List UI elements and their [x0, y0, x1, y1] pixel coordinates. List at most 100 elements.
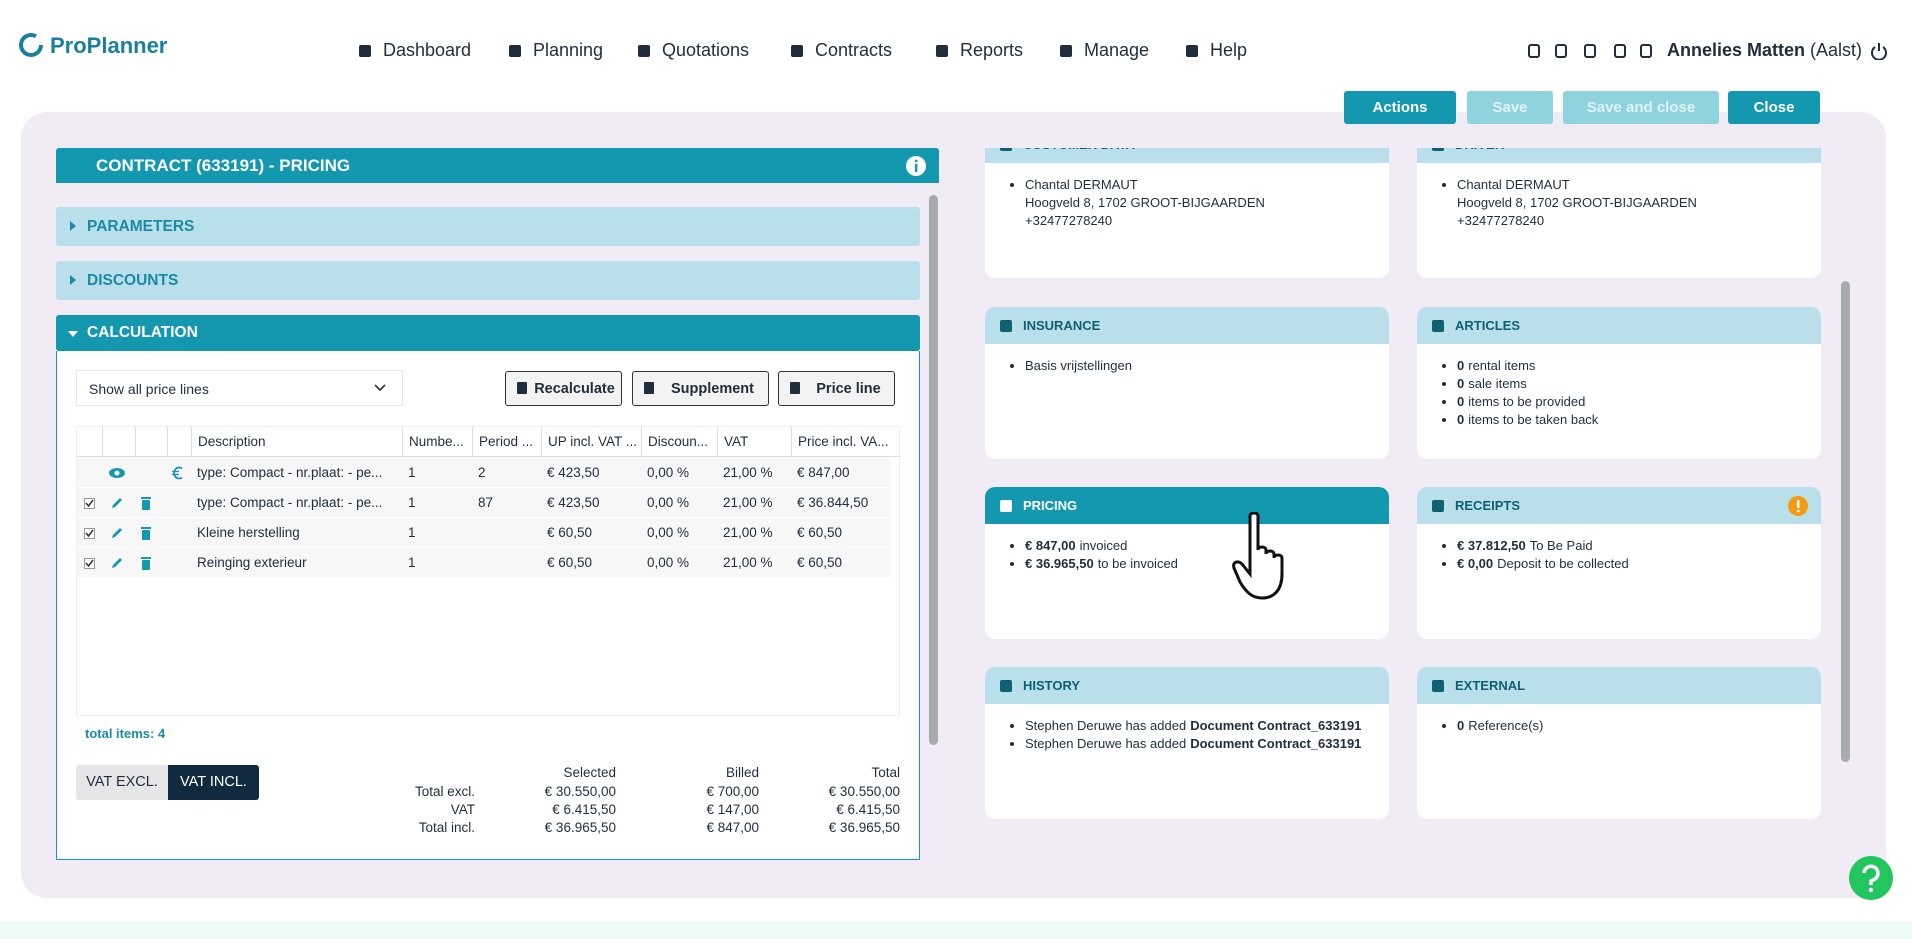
card-title[interactable]: DRIVER — [1455, 148, 1504, 152]
totals-value: € 6.415,50 — [552, 802, 616, 817]
table-row[interactable]: type: Compact - nr.plaat: - pe... 1 87 € 42… — [77, 488, 891, 518]
table-cell: € 423,50 — [547, 465, 600, 480]
calc-button[interactable]: Supplement — [632, 371, 769, 406]
table-cell: 0,00 % — [647, 495, 690, 510]
nav-icon — [1186, 45, 1198, 57]
toolbar-button[interactable]: Actions — [1344, 91, 1456, 124]
calc-button[interactable]: Price line — [778, 371, 895, 406]
logo[interactable]: ProPlanner — [50, 33, 168, 58]
edit-icon — [112, 498, 122, 508]
totals-header: Total — [871, 765, 900, 780]
table-cell: 21,00 % — [723, 465, 773, 480]
card-text: Stephen Deruwe has added — [1025, 718, 1187, 733]
column-header[interactable]: Numbe... — [402, 427, 472, 457]
totals-label: Total incl. — [418, 820, 475, 835]
column-header[interactable]: Price incl. VA... — [791, 427, 901, 457]
section-header[interactable]: PARAMETERS — [56, 207, 920, 246]
nav-item[interactable]: Reports — [960, 40, 1024, 60]
totals-value: € 30.550,00 — [828, 784, 900, 799]
chevron — [374, 384, 386, 392]
toolbar-button: Save and close — [1563, 91, 1719, 124]
card-title[interactable]: HISTORY — [1023, 678, 1081, 693]
right-scrollbar — [1841, 281, 1850, 762]
card-strong: 0 — [1457, 412, 1465, 427]
totals-value: € 700,00 — [706, 784, 759, 799]
card: CUSTOMER DATA Chantal DERMAUT Hoogveld 8, … — [985, 148, 1389, 278]
button-icon — [644, 382, 654, 394]
nav-item[interactable]: Quotations — [662, 40, 750, 60]
table-row[interactable]: Reinging exterieur 1 € 60,50 0,00 % 21,00 % €… — [77, 548, 891, 578]
toolbar-button[interactable]: Close — [1728, 91, 1820, 124]
nav-item[interactable]: Contracts — [815, 40, 893, 60]
table-cell — [472, 548, 541, 578]
filter-select[interactable]: Show all price lines — [76, 370, 403, 406]
nav-item[interactable]: Help — [1210, 40, 1248, 60]
card-strong: Document Contract_633191 — [1190, 718, 1362, 733]
table-row[interactable]: Kleine herstelling 1 € 60,50 0,00 % 21,00 % €… — [77, 518, 891, 548]
table-cell: 21,00 % — [723, 525, 773, 540]
card-line: Chantal DERMAUT — [1025, 177, 1138, 192]
totals-value: € 30.550,00 — [544, 784, 616, 799]
column-header[interactable]: VAT — [717, 427, 791, 457]
card-strong: € 37.812,50 — [1457, 538, 1526, 553]
table-cell: € 60,50 — [547, 525, 593, 540]
card-text: to be invoiced — [1097, 556, 1178, 571]
card-icon — [1432, 148, 1444, 151]
card-header: EXTERNAL — [1417, 667, 1821, 704]
card-title[interactable]: EXTERNAL — [1455, 678, 1526, 693]
column-header[interactable]: Description — [191, 427, 402, 457]
table-row[interactable]: type: Compact - nr.plaat: - pe... 1 2 € 423… — [77, 458, 891, 488]
card-strong: 0 — [1457, 718, 1465, 733]
card-icon — [1000, 148, 1012, 151]
section-header[interactable]: CALCULATION — [56, 315, 920, 351]
column-header[interactable]: UP incl. VAT ... — [541, 427, 641, 457]
nav-item[interactable]: Planning — [533, 40, 604, 60]
card-title[interactable]: ARTICLES — [1455, 318, 1520, 333]
nav-icon — [791, 45, 803, 57]
column-header[interactable]: Discoun... — [641, 427, 717, 457]
table-cell: Reinging exterieur — [197, 555, 307, 570]
nav-item[interactable]: Dashboard — [383, 40, 472, 60]
column-header[interactable]: Period ... — [472, 427, 541, 457]
header-icon — [1528, 44, 1540, 58]
warning-icon — [1788, 496, 1808, 516]
button-icon — [790, 382, 800, 394]
card-text: items to be taken back — [1468, 412, 1599, 427]
checkbox — [84, 528, 95, 539]
card-icon — [1432, 500, 1444, 512]
vat-toggle-on[interactable]: VAT INCL. — [168, 765, 259, 800]
card-title[interactable]: PRICING — [1023, 498, 1078, 513]
card-list: Basis vrijstellingen — [1005, 357, 1132, 375]
card-area: CUSTOMER DATA Chantal DERMAUT Hoogveld 8, … — [975, 148, 1835, 858]
card-title[interactable]: CUSTOMER DATA — [1023, 148, 1135, 152]
vat-toggle-off[interactable]: VAT EXCL. — [76, 765, 168, 800]
power-icon — [1871, 43, 1887, 60]
table-cell: € 60,50 — [547, 555, 593, 570]
card-title[interactable]: RECEIPTS — [1455, 498, 1521, 513]
card-line: +32477278240 — [1025, 213, 1113, 228]
price-table: Description Numbe... Period ... UP incl. VA… — [76, 426, 901, 716]
table-cell: € 423,50 — [547, 495, 600, 510]
section-header[interactable]: DISCOUNTS — [56, 261, 920, 300]
checkbox — [84, 498, 95, 509]
card-title[interactable]: INSURANCE — [1023, 318, 1101, 333]
footer-strip — [0, 921, 1912, 939]
table-cell: Kleine herstelling — [197, 525, 300, 540]
nav-icon — [359, 45, 371, 57]
card-strong: € 0,00 — [1457, 556, 1494, 571]
card-list: Chantal DERMAUT Hoogveld 8, 1702 GROOT-BI… — [1005, 176, 1265, 230]
card-icon — [1432, 680, 1444, 692]
help-button[interactable] — [1849, 856, 1893, 900]
table-cell: 0,00 % — [647, 555, 690, 570]
nav-item[interactable]: Manage — [1084, 40, 1150, 60]
card-icon — [1432, 320, 1444, 332]
